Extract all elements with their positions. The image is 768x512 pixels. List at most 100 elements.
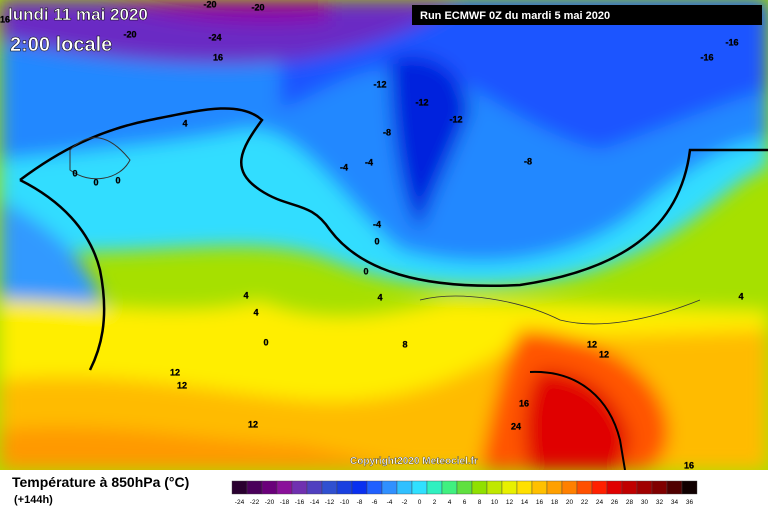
scale-swatch bbox=[396, 480, 413, 495]
scale-label: -24 bbox=[235, 499, 245, 506]
scale-label: 4 bbox=[448, 499, 452, 506]
scale-swatch bbox=[471, 480, 488, 495]
scale-swatch bbox=[486, 480, 503, 495]
scale-label: -16 bbox=[295, 499, 305, 506]
scale-label: 34 bbox=[671, 499, 679, 506]
scale-label: -2 bbox=[402, 499, 408, 506]
contour-label: 12 bbox=[599, 349, 609, 359]
time: 2:00 locale bbox=[10, 34, 112, 56]
scale-label: -8 bbox=[357, 499, 363, 506]
contour-label: -20 bbox=[251, 2, 264, 12]
scale-swatch bbox=[501, 480, 518, 495]
scale-swatch bbox=[606, 480, 623, 495]
scale-swatch bbox=[351, 480, 368, 495]
contour-label: -12 bbox=[415, 97, 428, 107]
contour-label: -8 bbox=[524, 156, 532, 166]
contour-label: -20 bbox=[203, 0, 216, 9]
scale-label: 24 bbox=[596, 499, 604, 506]
contour-label: -4 bbox=[340, 162, 348, 172]
scale-swatch bbox=[261, 480, 278, 495]
color-scale: -24 -22 -20 -18 -16 -14 -12 -10 -8 -6 -4 -2 0 2 4 6 8 10 1… bbox=[231, 480, 698, 506]
date: lundi 11 mai 2020 bbox=[8, 5, 148, 24]
contour-label: 4 bbox=[182, 118, 187, 128]
contour-label: -12 bbox=[449, 114, 462, 124]
scale-label: 18 bbox=[551, 499, 559, 506]
contour-label: 0 bbox=[115, 175, 120, 185]
scale-swatch bbox=[591, 480, 608, 495]
contour-label: 12 bbox=[248, 419, 258, 429]
lead-time: (+144h) bbox=[14, 494, 53, 506]
contour-label: 16 bbox=[519, 398, 529, 408]
scale-swatch bbox=[576, 480, 593, 495]
scale-swatch bbox=[456, 480, 473, 495]
contour-label: 24 bbox=[511, 421, 521, 431]
scale-label: -4 bbox=[387, 499, 393, 506]
scale-label: 8 bbox=[478, 499, 482, 506]
scale-swatch bbox=[516, 480, 533, 495]
contour-label: 4 bbox=[253, 307, 258, 317]
scale-swatch bbox=[621, 480, 638, 495]
contour-label: 12 bbox=[177, 380, 187, 390]
scale-swatch bbox=[561, 480, 578, 495]
contour-label: 0 bbox=[374, 236, 379, 246]
scale-label: 10 bbox=[491, 499, 499, 506]
scale-label: -18 bbox=[280, 499, 290, 506]
scale-label: 28 bbox=[626, 499, 634, 506]
contour-labels: -20 -20 -24 -20 16 16 -16 -16 -12 -12 -12 -8 -8 -4 -4 -… bbox=[0, 0, 744, 471]
temperature-field bbox=[0, 0, 768, 470]
scale-label: -10 bbox=[340, 499, 350, 506]
contour-label: -12 bbox=[373, 79, 386, 89]
contour-label: -8 bbox=[383, 127, 391, 137]
scale-swatch bbox=[366, 480, 383, 495]
contour-label: -4 bbox=[365, 157, 373, 167]
scale-swatch bbox=[246, 480, 263, 495]
scale-swatch bbox=[336, 480, 353, 495]
scale-swatch bbox=[306, 480, 323, 495]
contour-label: -16 bbox=[725, 37, 738, 47]
copyright: Copyright2020 Meteociel.fr bbox=[350, 456, 478, 467]
run-info: Run ECMWF 0Z du mardi 5 mai 2020 bbox=[420, 10, 610, 22]
scale-label: 0 bbox=[418, 499, 422, 506]
contour-label: 16 bbox=[0, 14, 10, 24]
contour-label: 0 bbox=[72, 168, 77, 178]
contour-label: 4 bbox=[243, 290, 248, 300]
run-banner bbox=[412, 5, 762, 25]
scale-label: 14 bbox=[521, 499, 529, 506]
scale-swatch bbox=[666, 480, 683, 495]
scale-swatch bbox=[426, 480, 443, 495]
scale-label: 12 bbox=[506, 499, 514, 506]
scale-label: 20 bbox=[566, 499, 574, 506]
contour-label: 0 bbox=[263, 337, 268, 347]
scale-label: 32 bbox=[656, 499, 664, 506]
scale-swatch bbox=[681, 480, 698, 495]
contour-label: 16 bbox=[213, 52, 223, 62]
scale-swatch bbox=[546, 480, 563, 495]
scale-label: 6 bbox=[463, 499, 467, 506]
scale-label: -14 bbox=[310, 499, 320, 506]
scale-label: 26 bbox=[611, 499, 619, 506]
scale-swatch bbox=[636, 480, 653, 495]
scale-label: 36 bbox=[686, 499, 694, 506]
contour-label: -24 bbox=[208, 32, 221, 42]
scale-swatch bbox=[321, 480, 338, 495]
scale-label: 16 bbox=[536, 499, 544, 506]
scale-swatch bbox=[411, 480, 428, 495]
contour-label: 0 bbox=[93, 177, 98, 187]
contour-label: 4 bbox=[738, 291, 743, 301]
contour-label: -16 bbox=[700, 52, 713, 62]
scale-swatch bbox=[531, 480, 548, 495]
scale-swatch bbox=[291, 480, 308, 495]
scale-label: -20 bbox=[265, 499, 275, 506]
scale-swatch bbox=[231, 480, 248, 495]
contour-label: 4 bbox=[377, 292, 382, 302]
scale-label: -22 bbox=[250, 499, 260, 506]
scale-swatch bbox=[441, 480, 458, 495]
scale-swatch bbox=[651, 480, 668, 495]
contour-label: 8 bbox=[402, 339, 407, 349]
contour-label: 12 bbox=[587, 339, 597, 349]
scale-swatch bbox=[381, 480, 398, 495]
legend-title: Température à 850hPa (°C) bbox=[12, 474, 189, 490]
contour-label: -20 bbox=[123, 29, 136, 39]
scale-label: -12 bbox=[325, 499, 335, 506]
